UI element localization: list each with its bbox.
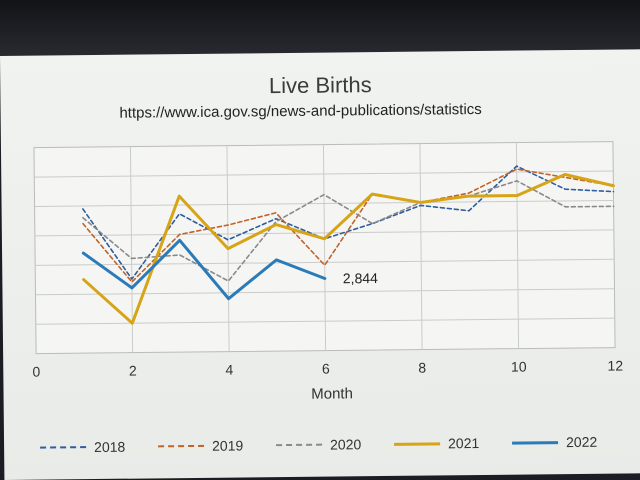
legend-swatch xyxy=(394,441,441,446)
chart-screen: Live Births https://www.ica.gov.sg/news-… xyxy=(0,49,640,480)
x-tick-label: 4 xyxy=(225,362,233,378)
legend-item-2020: 2020 xyxy=(276,436,394,453)
legend-label: 2019 xyxy=(212,437,244,454)
series-line-2022 xyxy=(81,238,327,301)
x-tick-label: 6 xyxy=(322,361,330,377)
x-gridline xyxy=(515,142,520,349)
data-label: 2,844 xyxy=(343,270,378,286)
series-line-2018 xyxy=(82,165,615,280)
legend-item-2018: 2018 xyxy=(40,438,158,455)
legend-item-2019: 2019 xyxy=(158,437,276,454)
x-tick-label: 0 xyxy=(32,364,40,380)
line-chart: 0 2 4 6 8 10 12 Month 2,844 xyxy=(32,141,623,403)
legend-item-2021: 2021 xyxy=(394,435,512,452)
legend-item-2022: 2022 xyxy=(512,433,630,450)
x-tick-label: 10 xyxy=(511,359,527,375)
legend-swatch xyxy=(512,440,559,445)
x-tick-label: 2 xyxy=(129,363,137,379)
legend-label: 2022 xyxy=(565,433,598,451)
legend-swatch xyxy=(40,446,87,449)
legend-label: 2020 xyxy=(330,436,362,453)
x-gridline xyxy=(129,146,134,353)
x-gridline xyxy=(419,143,423,350)
series-line-2020 xyxy=(82,180,615,282)
legend-swatch xyxy=(158,444,205,448)
series-line-2021 xyxy=(82,172,615,325)
series-line-2019 xyxy=(82,168,615,283)
x-tick-label: 8 xyxy=(418,360,426,376)
legend-label: 2018 xyxy=(94,438,126,456)
x-tick-label: 12 xyxy=(607,357,623,373)
x-axis-label: Month xyxy=(311,385,353,402)
legend-label: 2021 xyxy=(447,435,480,452)
x-gridline xyxy=(322,144,327,351)
monitor-bezel xyxy=(0,0,640,58)
legend-swatch xyxy=(276,443,323,447)
